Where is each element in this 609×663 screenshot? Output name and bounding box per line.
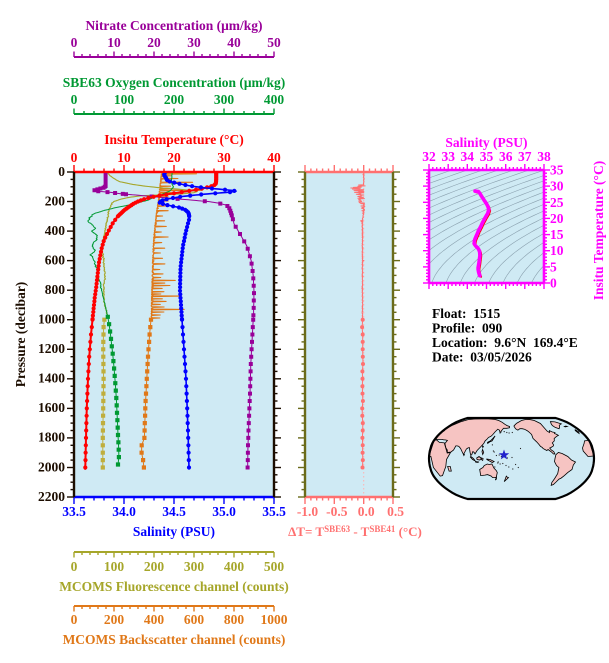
svg-text:2200: 2200	[38, 489, 65, 504]
svg-text:36: 36	[499, 149, 513, 164]
svg-text:1200: 1200	[38, 341, 65, 356]
svg-text:38: 38	[537, 149, 551, 164]
svg-text:1000: 1000	[38, 312, 65, 327]
svg-text:800: 800	[45, 282, 66, 297]
svg-text:200: 200	[104, 612, 125, 627]
svg-text:-0.5: -0.5	[326, 504, 348, 519]
svg-text:400: 400	[45, 223, 66, 238]
svg-text:35: 35	[480, 149, 494, 164]
svg-text:600: 600	[45, 252, 66, 267]
svg-text:32: 32	[422, 149, 436, 164]
svg-text:20: 20	[167, 150, 181, 165]
svg-text:35: 35	[550, 163, 564, 178]
svg-text:200: 200	[45, 193, 66, 208]
svg-text:200: 200	[164, 92, 185, 107]
svg-text:10: 10	[550, 243, 564, 258]
svg-text:10: 10	[107, 35, 121, 50]
svg-text:-1.0: -1.0	[297, 504, 319, 519]
svg-text:300: 300	[184, 559, 205, 574]
svg-text:Pressure (decibar): Pressure (decibar)	[13, 282, 28, 388]
svg-text:33.5: 33.5	[62, 504, 86, 519]
svg-text:400: 400	[264, 92, 285, 107]
svg-text:800: 800	[224, 612, 245, 627]
svg-text:Nitrate Concentration (μm/kg): Nitrate Concentration (μm/kg)	[85, 18, 262, 33]
svg-text:Insitu Temperature (°C): Insitu Temperature (°C)	[104, 132, 243, 147]
svg-text:2000: 2000	[38, 459, 65, 474]
svg-text:35.0: 35.0	[212, 504, 236, 519]
svg-text:5: 5	[550, 259, 557, 274]
svg-text:30: 30	[217, 150, 231, 165]
svg-text:33: 33	[441, 149, 455, 164]
svg-text:10: 10	[117, 150, 131, 165]
svg-text:35.5: 35.5	[262, 504, 286, 519]
svg-text:40: 40	[267, 150, 281, 165]
svg-text:0.0: 0.0	[358, 504, 375, 519]
svg-text:30: 30	[550, 179, 564, 194]
svg-text:20: 20	[550, 211, 564, 226]
svg-text:1600: 1600	[38, 400, 65, 415]
svg-text:34.5: 34.5	[162, 504, 186, 519]
svg-text:0: 0	[71, 559, 78, 574]
svg-text:400: 400	[144, 612, 165, 627]
svg-text:Location: 9.6°N 169.4°E: Location: 9.6°N 169.4°E	[432, 335, 578, 350]
svg-text:25: 25	[550, 195, 564, 210]
svg-text:MCOMS Fluorescence channel (co: MCOMS Fluorescence channel (counts)	[59, 579, 289, 594]
svg-text:300: 300	[214, 92, 235, 107]
svg-text:30: 30	[187, 35, 201, 50]
svg-text:1800: 1800	[38, 430, 65, 445]
svg-text:0: 0	[71, 150, 78, 165]
svg-text:0: 0	[550, 276, 557, 291]
svg-text:Profile: 090: Profile: 090	[432, 321, 502, 336]
svg-text:MCOMS Backscatter channel (cou: MCOMS Backscatter channel (counts)	[63, 632, 286, 647]
svg-text:100: 100	[104, 559, 125, 574]
svg-text:34: 34	[461, 149, 475, 164]
svg-text:Insitu Temperature (°C): Insitu Temperature (°C)	[591, 161, 606, 300]
svg-text:0: 0	[71, 35, 78, 50]
svg-text:15: 15	[550, 227, 564, 242]
svg-text:0: 0	[71, 612, 78, 627]
svg-text:600: 600	[184, 612, 205, 627]
svg-text:SBE63 Oxygen Concentration (μm: SBE63 Oxygen Concentration (μm/kg)	[63, 75, 286, 90]
svg-text:0: 0	[58, 164, 65, 179]
svg-text:1400: 1400	[38, 371, 65, 386]
svg-text:Date: 03/05/2026: Date: 03/05/2026	[432, 350, 532, 365]
svg-text:Salinity (PSU): Salinity (PSU)	[445, 135, 527, 150]
svg-text:37: 37	[518, 149, 532, 164]
svg-text:ΔT= TSBE63 - TSBE41 (°C): ΔT= TSBE63 - TSBE41 (°C)	[288, 524, 422, 539]
svg-text:0.5: 0.5	[387, 504, 404, 519]
svg-text:50: 50	[267, 35, 281, 50]
svg-text:Float: 1515: Float: 1515	[432, 306, 500, 321]
svg-text:0: 0	[71, 92, 78, 107]
svg-text:500: 500	[264, 559, 285, 574]
svg-text:400: 400	[224, 559, 245, 574]
svg-text:Salinity (PSU): Salinity (PSU)	[133, 524, 215, 539]
svg-text:1000: 1000	[261, 612, 288, 627]
svg-text:200: 200	[144, 559, 165, 574]
svg-text:40: 40	[227, 35, 241, 50]
svg-text:100: 100	[114, 92, 135, 107]
svg-text:34.0: 34.0	[112, 504, 136, 519]
svg-text:20: 20	[147, 35, 161, 50]
